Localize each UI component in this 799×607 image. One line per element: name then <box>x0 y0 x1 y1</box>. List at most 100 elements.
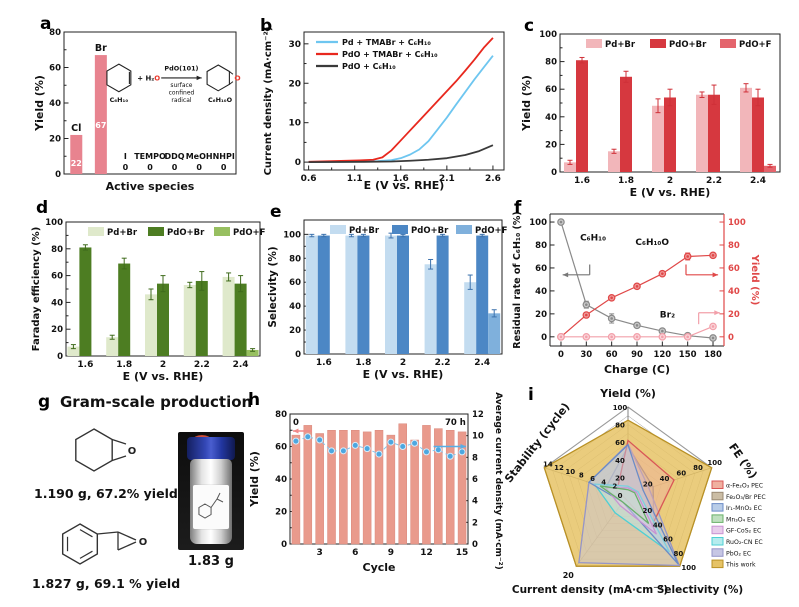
yield-caption-2: 1.827 g, 69.1 % yield <box>32 576 181 591</box>
series-pdo-tmabr-c-h- <box>308 37 494 163</box>
svg-text:20: 20 <box>275 508 287 518</box>
svg-text:0: 0 <box>221 163 227 172</box>
svg-text:0: 0 <box>57 352 63 362</box>
yield-bars <box>291 423 467 545</box>
svg-text:FE (%): FE (%) <box>726 441 760 481</box>
svg-text:Pd + TMABr + C₆H₁₀: Pd + TMABr + C₆H₁₀ <box>342 38 431 47</box>
svg-text:60: 60 <box>275 443 287 453</box>
svg-text:RuO₂-CN EC: RuO₂-CN EC <box>726 539 763 546</box>
svg-text:14: 14 <box>543 461 553 469</box>
svg-text:Yield (%): Yield (%) <box>33 75 46 132</box>
panel-b: b 0.6 1.1 1.6 2.1 2.6 0 10 20 30 Current density … <box>258 12 516 196</box>
svg-text:10: 10 <box>288 119 301 129</box>
svg-text:C₆H₁₀: C₆H₁₀ <box>110 96 129 104</box>
svg-text:Cycle: Cycle <box>363 561 396 574</box>
svg-text:0: 0 <box>728 333 734 343</box>
series-pdo-f <box>488 309 501 354</box>
chart-yield-vs-active-species: 0 20 40 60 80 Yield (%) Active species Cl 22 Br 67… <box>33 28 241 193</box>
svg-text:α-Fe₂O₃ PEC: α-Fe₂O₃ PEC <box>726 483 763 490</box>
svg-text:Current density (mA·cm⁻²): Current density (mA·cm⁻²) <box>512 584 668 596</box>
svg-text:E (V vs. RHE): E (V vs. RHE) <box>123 370 204 383</box>
svg-text:60: 60 <box>51 272 63 282</box>
series-pdo-br <box>317 233 489 354</box>
svg-text:0: 0 <box>196 163 202 172</box>
svg-text:60: 60 <box>49 64 61 74</box>
svg-text:0: 0 <box>123 163 129 172</box>
svg-text:4: 4 <box>472 497 478 507</box>
svg-text:70 h: 70 h <box>445 418 466 428</box>
vial-glass-body <box>190 459 232 544</box>
svg-text:180: 180 <box>704 350 722 360</box>
panel-g: g Gram-scale production O 1.190 g, 67.2%… <box>30 390 252 602</box>
panel-h: h 0 20 40 60 80 0 2 4 6 8 10 12 3 6 9 12 15 Yield (%) Aver… <box>244 388 512 604</box>
svg-text:C₆H₁₀O: C₆H₁₀O <box>208 96 233 104</box>
svg-text:12: 12 <box>472 410 484 420</box>
svg-text:Charge (C): Charge (C) <box>604 363 670 376</box>
svg-text:Pd+Br: Pd+Br <box>605 40 636 50</box>
svg-text:2: 2 <box>400 358 406 368</box>
svg-text:100: 100 <box>45 218 63 228</box>
svg-text:60: 60 <box>545 85 557 95</box>
gram-scale-title: Gram-scale production <box>60 393 253 411</box>
svg-text:DDQ: DDQ <box>165 152 185 161</box>
reaction-scheme-inset: C₆H₁₀ + H₂O PdO(101) surfaceconfinedradical… <box>106 63 241 104</box>
svg-text:1.6: 1.6 <box>77 360 93 370</box>
svg-text:surface: surface <box>170 82 192 89</box>
chart-residual-rate-vs-charge: 0 30 60 90 120 150 180 0 20 40 60 80 100 0 20 40 60 80 100… <box>512 211 760 376</box>
series-pdo-f <box>246 348 259 356</box>
svg-text:80: 80 <box>674 550 684 558</box>
chart-cycling-stability: 0 20 40 60 80 0 2 4 6 8 10 12 3 6 9 12 15 Yield (%) Averag… <box>248 392 503 574</box>
panel-c: c 0 20 40 60 80 100 Yield (%) E (V vs. RHE) 1.6 1… <box>518 12 794 199</box>
svg-text:1.8: 1.8 <box>116 360 132 370</box>
radar-legend: α-Fe₂O₃ PEC Fe₂O₃/Br PEC Ir₁-MnO₂ EC Mn₃O₄ … <box>711 480 766 569</box>
series-pdo-br <box>576 56 764 172</box>
svg-text:1.8: 1.8 <box>618 176 634 186</box>
svg-text:20: 20 <box>289 326 301 336</box>
svg-text:Mn₃O₄ EC: Mn₃O₄ EC <box>726 516 755 523</box>
svg-text:0.6: 0.6 <box>301 174 317 184</box>
svg-text:20: 20 <box>545 140 557 150</box>
svg-text:100: 100 <box>707 459 722 467</box>
svg-text:0: 0 <box>295 350 301 360</box>
svg-text:100: 100 <box>539 30 557 40</box>
chart-yield-vs-potential: 0 20 40 60 80 100 Yield (%) E (V vs. RHE) 1.6 1.8… <box>520 30 781 199</box>
svg-text:2: 2 <box>612 482 617 490</box>
svg-text:80: 80 <box>275 410 287 420</box>
svg-text:100: 100 <box>283 230 301 240</box>
styrene-oxide-structure: O <box>61 523 147 565</box>
svg-text:2: 2 <box>667 176 673 186</box>
svg-text:Yield (%): Yield (%) <box>749 254 760 306</box>
svg-text:67: 67 <box>95 121 106 130</box>
svg-text:80: 80 <box>545 58 557 68</box>
svg-text:2.2: 2.2 <box>706 176 722 186</box>
vial-mass-label: 1.83 g <box>188 554 234 569</box>
svg-text:60: 60 <box>728 264 740 274</box>
panel-letter-a: a <box>40 14 52 34</box>
svg-text:20: 20 <box>563 571 575 580</box>
svg-text:80: 80 <box>49 28 61 38</box>
svg-text:3: 3 <box>317 548 323 558</box>
svg-text:15: 15 <box>456 548 469 558</box>
svg-text:20: 20 <box>615 474 625 482</box>
svg-text:90: 90 <box>631 350 643 360</box>
svg-text:60: 60 <box>663 536 673 544</box>
vial-blue-cap <box>187 437 235 460</box>
svg-text:Ir₁-MnO₂ EC: Ir₁-MnO₂ EC <box>726 505 762 512</box>
svg-text:6: 6 <box>590 475 595 483</box>
svg-text:1.6: 1.6 <box>393 174 409 184</box>
svg-text:12: 12 <box>420 548 433 558</box>
svg-text:60: 60 <box>676 470 686 478</box>
svg-text:Selecivity (%): Selecivity (%) <box>267 246 279 327</box>
svg-text:Faraday efficiency (%): Faraday efficiency (%) <box>31 227 42 352</box>
svg-text:confined: confined <box>169 89 195 96</box>
svg-text:PdO + TMABr + C₆H₁₀: PdO + TMABr + C₆H₁₀ <box>342 50 438 59</box>
cyclohexene-oxide-structure: O <box>75 428 136 472</box>
panel-d: d 0 20 40 60 80 100 Faraday efficiency (%) E (V… <box>28 196 270 386</box>
vial-label <box>193 485 229 529</box>
svg-text:30: 30 <box>288 40 301 50</box>
svg-text:80: 80 <box>728 241 740 251</box>
svg-text:20: 20 <box>288 79 301 89</box>
svg-text:TEMPO: TEMPO <box>134 152 166 161</box>
svg-text:2: 2 <box>160 360 166 370</box>
